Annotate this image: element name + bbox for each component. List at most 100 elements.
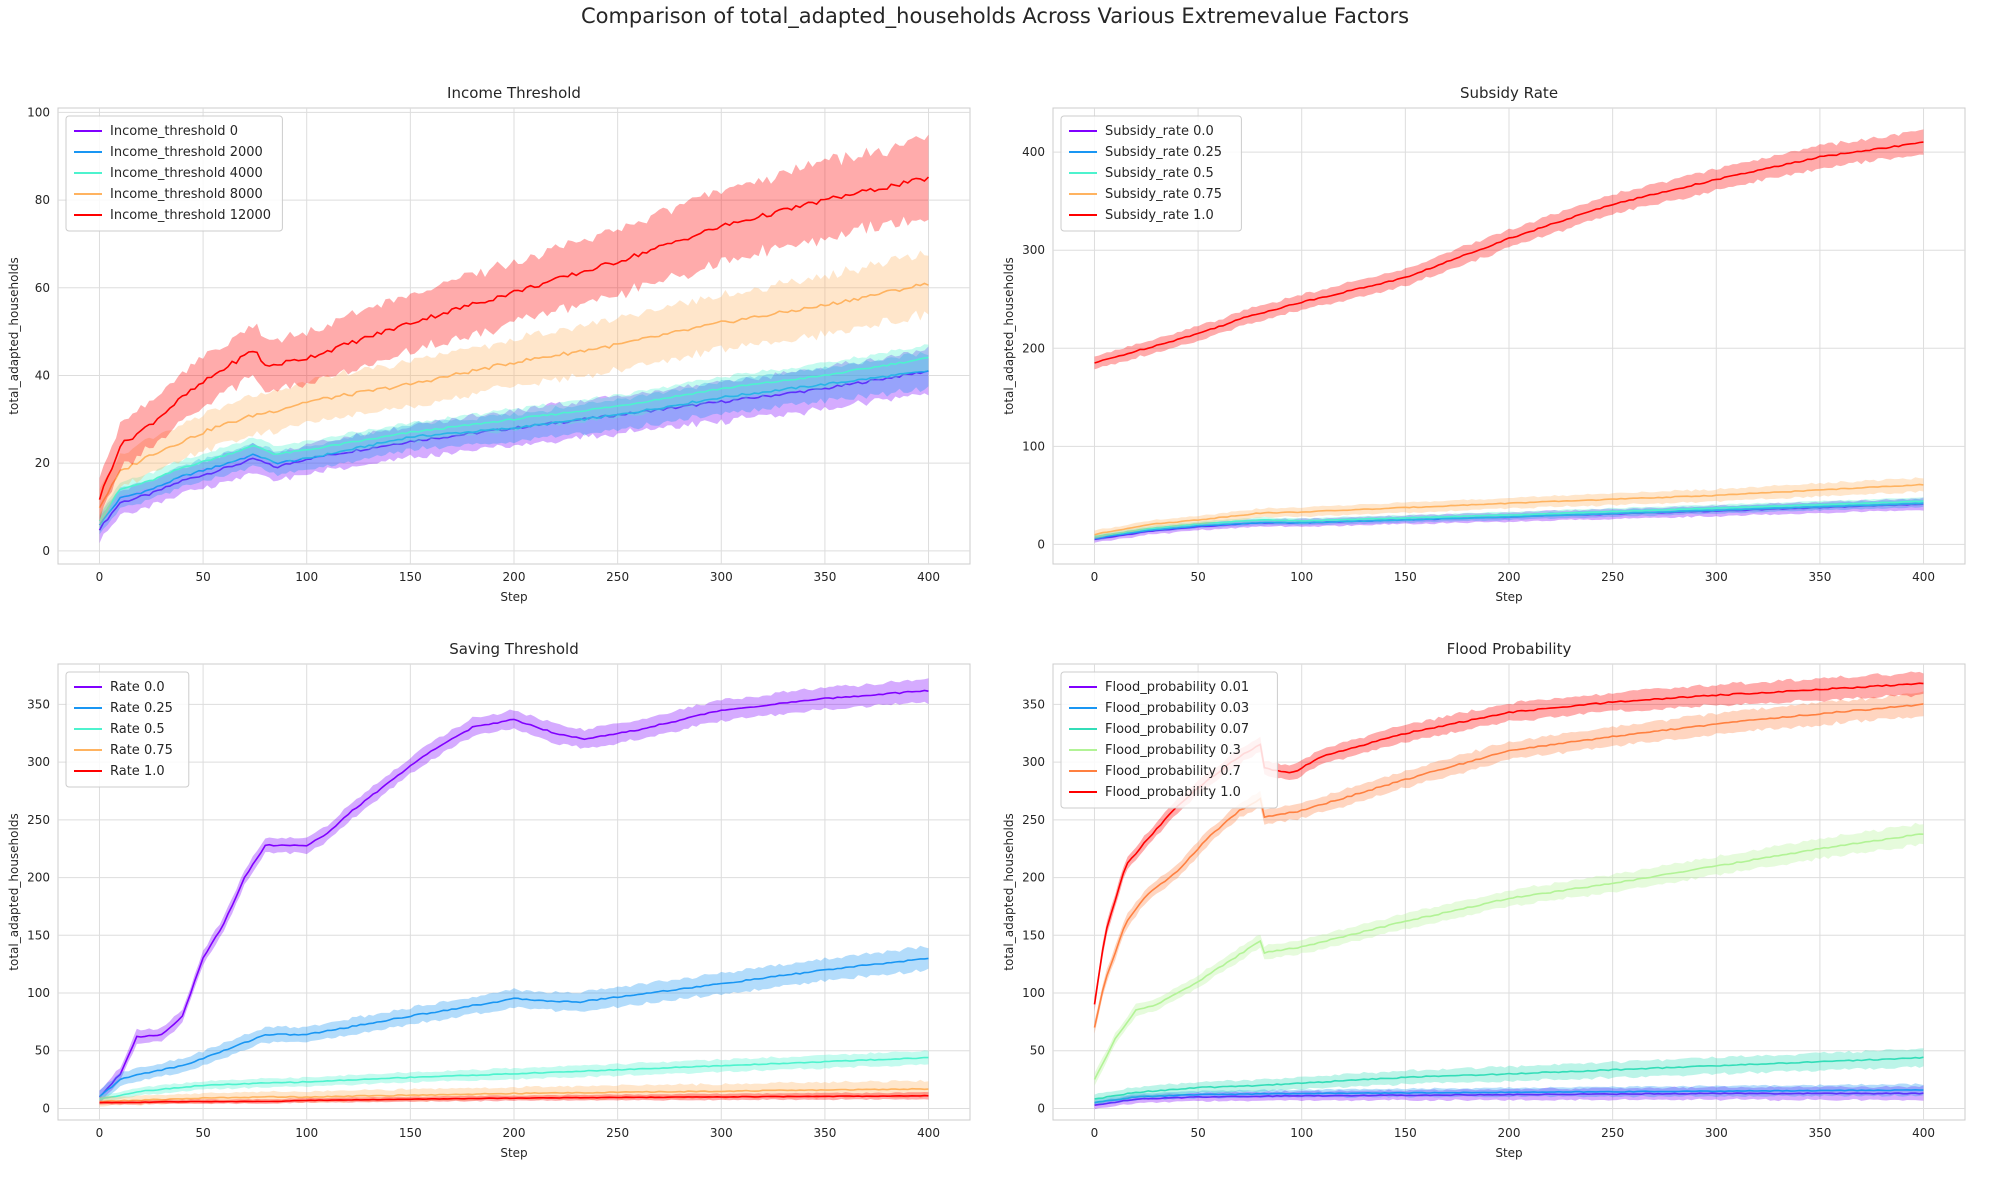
y-tick-label: 350 xyxy=(1022,697,1045,711)
series-band-flood-probability-0-03 xyxy=(1094,1083,1924,1106)
chart-subsidy-rate: Subsidy Rate 0 50 100 150 200 250 300 350 400 0 100… xyxy=(1002,84,1966,604)
y-tick-label: 200 xyxy=(27,871,50,885)
series-line-rate-0-0 xyxy=(98,689,929,1098)
y-tick-label: 0 xyxy=(1037,537,1045,551)
series-line-rate-0-25 xyxy=(98,957,929,1098)
legend-entry: Income_threshold 0 xyxy=(110,124,238,139)
y-axis-label: total_adapted_households xyxy=(1002,257,1016,414)
series-band-income-threshold-4000 xyxy=(99,344,929,528)
series-band-flood-probability-0-3 xyxy=(1094,822,1924,1086)
legend-entry: Subsidy_rate 0.75 xyxy=(1105,187,1222,202)
y-tick-label: 0 xyxy=(42,544,50,558)
series-line-flood-probability-0-07 xyxy=(1094,1056,1924,1100)
x-tick-label: 300 xyxy=(710,570,733,584)
series-line-flood-probability-0-7 xyxy=(1093,703,1924,1028)
series-band-income-threshold-0 xyxy=(99,346,929,544)
x-tick-label: 0 xyxy=(96,1126,104,1140)
x-axis-label: Step xyxy=(500,1146,527,1160)
legend-box xyxy=(1060,671,1278,809)
legend: Flood_probability 0.01 Flood_probability … xyxy=(1060,671,1278,809)
y-tick-label: 60 xyxy=(35,281,50,295)
series-line-income-threshold-12000 xyxy=(98,176,930,500)
x-tick-label: 250 xyxy=(606,570,629,584)
series-line-rate-1-0 xyxy=(99,1094,929,1104)
x-tick-label: 150 xyxy=(399,1126,422,1140)
series-line-rate-0-75 xyxy=(99,1087,929,1103)
chart-title: Saving Threshold xyxy=(449,640,578,658)
series-band-rate-0-5 xyxy=(99,1050,929,1103)
x-tick-label: 0 xyxy=(1091,570,1099,584)
series-line-rate-0-5 xyxy=(99,1056,929,1101)
legend: Income_threshold 0 Income_threshold 2000 I… xyxy=(65,115,283,232)
legend-entry: Rate 1.0 xyxy=(110,764,165,779)
legend-entry: Rate 0.25 xyxy=(110,701,173,716)
series-line-subsidy-rate-0-25 xyxy=(1094,502,1924,540)
y-tick-label: 150 xyxy=(1022,928,1045,942)
x-axis-label: Step xyxy=(500,590,527,604)
x-tick-label: 300 xyxy=(1705,1126,1728,1140)
x-axis-label: Step xyxy=(1495,590,1522,604)
legend-entry: Subsidy_rate 0.5 xyxy=(1105,166,1214,181)
chart-saving-threshold: Saving Threshold 0 50 100 150 200 250 300 350 400… xyxy=(7,640,971,1160)
x-tick-label: 250 xyxy=(1601,570,1624,584)
x-tick-label: 50 xyxy=(1190,570,1205,584)
legend-entry: Rate 0.5 xyxy=(110,722,165,737)
y-tick-label: 40 xyxy=(35,368,50,382)
legend-entry: Rate 0.75 xyxy=(110,743,173,758)
legend-entry: Subsidy_rate 0.25 xyxy=(1105,145,1222,160)
y-tick-label: 50 xyxy=(35,1044,50,1058)
legend-entry: Subsidy_rate 0.0 xyxy=(1105,124,1214,139)
legend-box xyxy=(65,115,283,232)
legend-entry: Rate 0.0 xyxy=(110,680,165,695)
chart-title: Income Threshold xyxy=(447,84,581,102)
y-axis-label: total_adapted_households xyxy=(7,257,21,414)
chart-title: Flood Probability xyxy=(1447,640,1572,658)
legend-entry: Flood_probability 0.7 xyxy=(1105,764,1241,779)
x-tick-label: 100 xyxy=(1290,1126,1313,1140)
x-tick-label: 350 xyxy=(1808,1126,1831,1140)
y-tick-label: 80 xyxy=(35,193,50,207)
legend: Rate 0.0 Rate 0.25 Rate 0.5 Rate 0.75 Rate 1… xyxy=(65,671,190,788)
grid xyxy=(58,664,970,1120)
x-tick-label: 400 xyxy=(917,1126,940,1140)
x-tick-label: 300 xyxy=(710,1126,733,1140)
legend-box xyxy=(1060,115,1242,232)
x-tick-label: 150 xyxy=(399,570,422,584)
legend-entry: Income_threshold 4000 xyxy=(110,166,263,181)
series-line-income-threshold-4000 xyxy=(98,356,929,522)
legend-entry: Income_threshold 8000 xyxy=(110,187,263,202)
legend: Subsidy_rate 0.0 Subsidy_rate 0.25 Subsidy… xyxy=(1060,115,1242,232)
y-tick-label: 200 xyxy=(1022,341,1045,355)
y-tick-label: 250 xyxy=(1022,813,1045,827)
legend-entry: Flood_probability 1.0 xyxy=(1105,785,1241,800)
y-tick-label: 400 xyxy=(1022,145,1045,159)
y-tick-label: 100 xyxy=(27,986,50,1000)
y-axis-label: total_adapted_households xyxy=(7,813,21,970)
legend-entry: Subsidy_rate 1.0 xyxy=(1105,208,1214,223)
series-band-income-threshold-8000 xyxy=(99,250,929,527)
legend-entry: Flood_probability 0.3 xyxy=(1105,743,1241,758)
y-tick-label: 350 xyxy=(27,697,50,711)
x-tick-label: 400 xyxy=(1912,1126,1935,1140)
figure-title: Comparison of total_adapted_households A… xyxy=(580,4,1410,28)
x-tick-label: 50 xyxy=(195,570,210,584)
x-tick-label: 350 xyxy=(813,1126,836,1140)
y-tick-label: 250 xyxy=(27,813,50,827)
series-band-flood-probability-0-07 xyxy=(1094,1048,1924,1104)
series-line-subsidy-rate-0-75 xyxy=(1094,483,1924,536)
legend-entry: Income_threshold 2000 xyxy=(110,145,263,160)
y-tick-label: 0 xyxy=(1037,1101,1045,1115)
x-tick-label: 400 xyxy=(1912,570,1935,584)
x-tick-label: 50 xyxy=(195,1126,210,1140)
y-tick-label: 0 xyxy=(42,1101,50,1115)
legend-entry: Flood_probability 0.07 xyxy=(1105,722,1249,737)
x-tick-label: 300 xyxy=(1705,570,1728,584)
x-tick-label: 200 xyxy=(1498,570,1521,584)
series-line-subsidy-rate-0-5 xyxy=(1094,500,1924,538)
series-line-flood-probability-0-01 xyxy=(1094,1092,1924,1106)
x-tick-label: 200 xyxy=(503,1126,526,1140)
series-band-rate-0-25 xyxy=(99,945,929,1103)
legend-box xyxy=(65,671,190,788)
chart-title: Subsidy Rate xyxy=(1460,84,1558,102)
y-tick-label: 100 xyxy=(27,105,50,119)
